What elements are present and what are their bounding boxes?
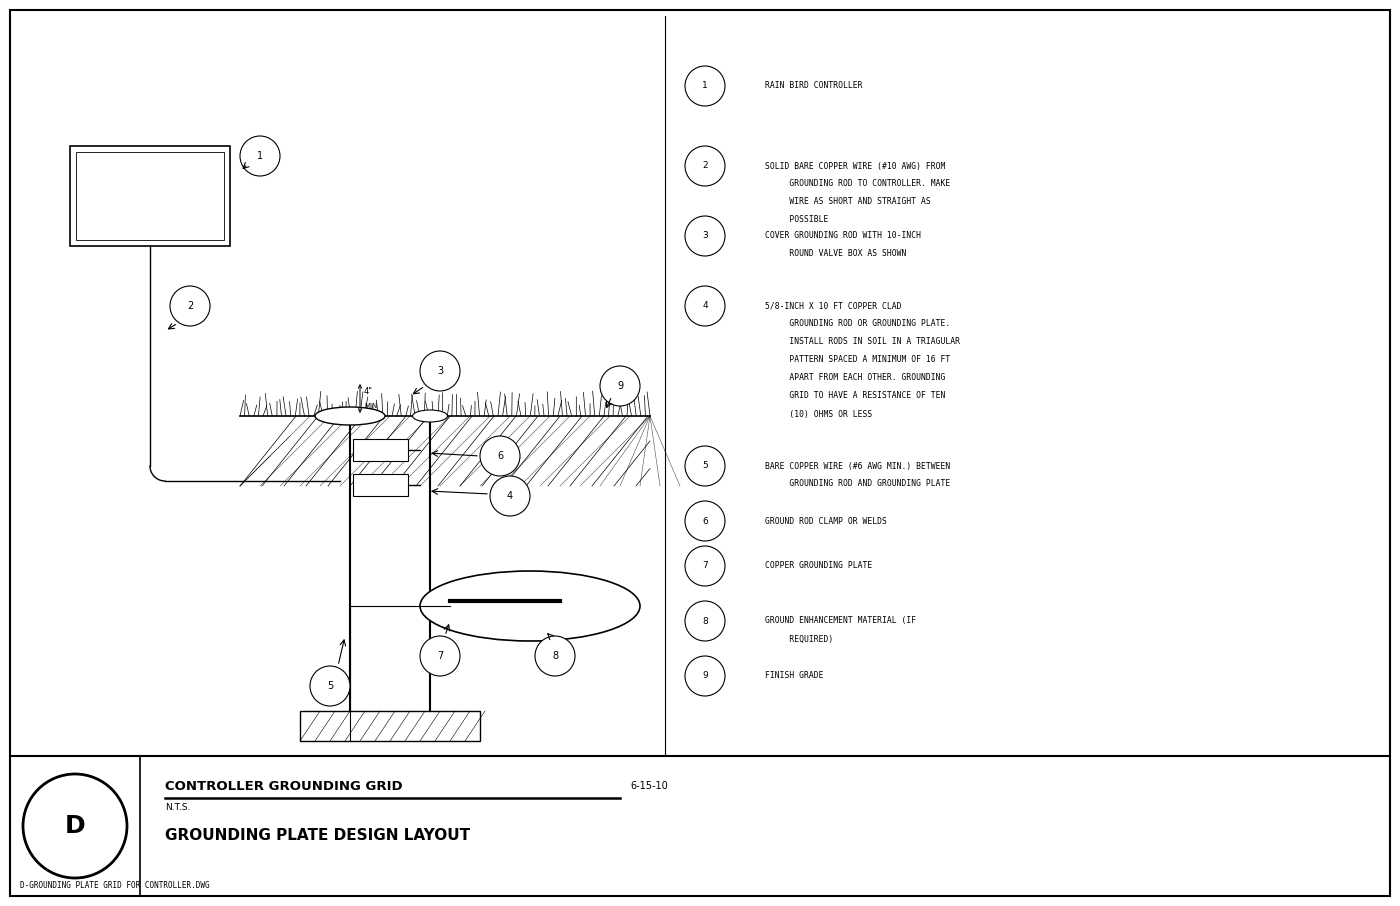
Text: D: D: [64, 814, 85, 838]
Circle shape: [480, 436, 519, 476]
Ellipse shape: [420, 571, 640, 641]
Text: MIN: MIN: [364, 403, 377, 409]
Circle shape: [685, 656, 725, 696]
Circle shape: [685, 601, 725, 641]
Text: GROUND ROD CLAMP OR WELDS: GROUND ROD CLAMP OR WELDS: [764, 516, 886, 525]
Text: FINISH GRADE: FINISH GRADE: [764, 671, 823, 680]
Bar: [353, 439, 407, 461]
Text: 9: 9: [617, 381, 623, 391]
Text: RAIN BIRD CONTROLLER: RAIN BIRD CONTROLLER: [764, 82, 862, 91]
Circle shape: [309, 666, 350, 706]
Text: (10) OHMS OR LESS: (10) OHMS OR LESS: [764, 410, 872, 419]
Text: WIRE AS SHORT AND STRAIGHT AS: WIRE AS SHORT AND STRAIGHT AS: [764, 198, 931, 207]
Text: 4": 4": [364, 387, 372, 396]
Text: 6: 6: [703, 516, 708, 525]
Bar: [353, 474, 407, 496]
Text: 3: 3: [437, 366, 442, 376]
Text: GROUNDING ROD OR GROUNDING PLATE.: GROUNDING ROD OR GROUNDING PLATE.: [764, 320, 951, 329]
Text: 5/8-INCH X 10 FT COPPER CLAD: 5/8-INCH X 10 FT COPPER CLAD: [764, 302, 902, 311]
Text: COVER GROUNDING ROD WITH 10-INCH: COVER GROUNDING ROD WITH 10-INCH: [764, 232, 921, 240]
Text: BARE COPPER WIRE (#6 AWG MIN.) BETWEEN: BARE COPPER WIRE (#6 AWG MIN.) BETWEEN: [764, 461, 951, 470]
Bar: [70, 146, 230, 246]
Text: INSTALL RODS IN SOIL IN A TRIAGULAR: INSTALL RODS IN SOIL IN A TRIAGULAR: [764, 338, 960, 346]
Circle shape: [239, 136, 280, 176]
Text: 3: 3: [703, 232, 708, 240]
Text: 4: 4: [507, 491, 512, 501]
Circle shape: [685, 501, 725, 541]
Text: 8: 8: [552, 651, 559, 661]
Bar: [300, 711, 480, 741]
Text: GROUND ENHANCEMENT MATERIAL (IF: GROUND ENHANCEMENT MATERIAL (IF: [764, 616, 916, 625]
Circle shape: [685, 66, 725, 106]
Circle shape: [685, 546, 725, 586]
Text: 4: 4: [703, 302, 708, 311]
Text: 9: 9: [703, 671, 708, 680]
Text: N.T.S.: N.T.S.: [165, 804, 190, 813]
Circle shape: [490, 476, 531, 516]
Circle shape: [22, 774, 127, 878]
Text: 5: 5: [703, 461, 708, 470]
Circle shape: [685, 146, 725, 186]
Circle shape: [685, 286, 725, 326]
Circle shape: [169, 286, 210, 326]
Circle shape: [685, 216, 725, 256]
Circle shape: [535, 636, 575, 676]
Text: APART FROM EACH OTHER. GROUNDING: APART FROM EACH OTHER. GROUNDING: [764, 373, 945, 382]
Bar: [76, 152, 224, 240]
Circle shape: [601, 366, 640, 406]
Text: 7: 7: [437, 651, 444, 661]
Text: GROUNDING ROD AND GROUNDING PLATE: GROUNDING ROD AND GROUNDING PLATE: [764, 479, 951, 488]
Ellipse shape: [315, 407, 385, 425]
Text: ROUND VALVE BOX AS SHOWN: ROUND VALVE BOX AS SHOWN: [764, 249, 906, 258]
Text: 1: 1: [258, 151, 263, 161]
Text: REQUIRED): REQUIRED): [764, 634, 833, 643]
Text: COPPER GROUNDING PLATE: COPPER GROUNDING PLATE: [764, 562, 872, 571]
Text: POSSIBLE: POSSIBLE: [764, 216, 829, 225]
Text: GRID TO HAVE A RESISTANCE OF TEN: GRID TO HAVE A RESISTANCE OF TEN: [764, 391, 945, 400]
Text: CONTROLLER GROUNDING GRID: CONTROLLER GROUNDING GRID: [165, 779, 403, 793]
Text: SOLID BARE COPPER WIRE (#10 AWG) FROM: SOLID BARE COPPER WIRE (#10 AWG) FROM: [764, 161, 945, 170]
Text: 7: 7: [703, 562, 708, 571]
Text: PATTERN SPACED A MINIMUM OF 16 FT: PATTERN SPACED A MINIMUM OF 16 FT: [764, 355, 951, 364]
Text: GROUNDING PLATE DESIGN LAYOUT: GROUNDING PLATE DESIGN LAYOUT: [165, 828, 470, 843]
Circle shape: [420, 351, 461, 391]
Text: 6: 6: [497, 451, 503, 461]
Text: 2: 2: [703, 161, 708, 170]
Text: GROUNDING ROD TO CONTROLLER. MAKE: GROUNDING ROD TO CONTROLLER. MAKE: [764, 179, 951, 188]
Text: 8: 8: [703, 616, 708, 625]
Text: 6-15-10: 6-15-10: [630, 781, 668, 791]
Text: 1: 1: [703, 82, 708, 91]
Text: 2: 2: [186, 301, 193, 311]
Text: 5: 5: [326, 681, 333, 691]
Text: D-GROUNDING PLATE GRID FOR CONTROLLER.DWG: D-GROUNDING PLATE GRID FOR CONTROLLER.DW…: [20, 882, 210, 891]
Ellipse shape: [413, 410, 448, 422]
Circle shape: [420, 636, 461, 676]
Circle shape: [685, 446, 725, 486]
